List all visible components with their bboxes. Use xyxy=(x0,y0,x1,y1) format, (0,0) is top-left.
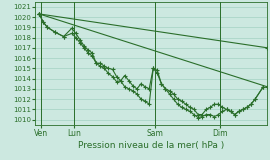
X-axis label: Pression niveau de la mer( hPa ): Pression niveau de la mer( hPa ) xyxy=(78,141,224,150)
